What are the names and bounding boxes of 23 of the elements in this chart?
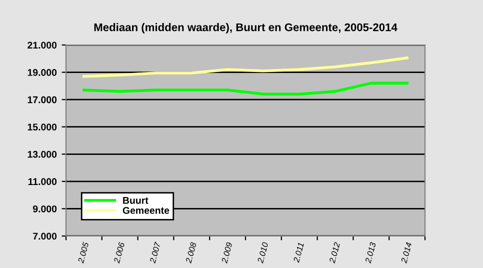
x-tick-label: 2.005	[78, 242, 89, 264]
y-tick-label: 21.000	[28, 42, 57, 49]
x-tick-label: 2.013	[364, 242, 376, 264]
y-tick-label: 13.000	[28, 150, 57, 158]
x-tick-label: 2.012	[329, 242, 340, 264]
x-tick-label: 2.008	[185, 242, 196, 264]
legend-label: Gemeente	[122, 206, 170, 214]
y-tick-label: 11.000	[28, 178, 57, 186]
x-tick-label: 2.011	[293, 242, 304, 263]
x-tick-label: 2.014	[400, 242, 412, 264]
x-tick-label: 2.009	[221, 242, 232, 264]
x-tick-label: 2.010	[257, 242, 268, 264]
x-tick-label: 2.007	[150, 242, 161, 264]
chart-title: Mediaan (midden waarde), Buurt en Gemeente, 2005-2014	[94, 23, 398, 34]
y-tick-label: 19.000	[28, 69, 57, 76]
y-tick-label: 15.000	[28, 124, 57, 130]
y-tick-label: 7.000	[33, 232, 57, 240]
legend-label: Buurt	[123, 197, 148, 204]
line-series	[82, 56, 408, 78]
y-tick-label: 9.000	[32, 205, 57, 212]
y-tick-label: 17.000	[28, 96, 57, 104]
x-tick-label: 2.006	[114, 242, 125, 264]
line-series	[82, 82, 408, 96]
